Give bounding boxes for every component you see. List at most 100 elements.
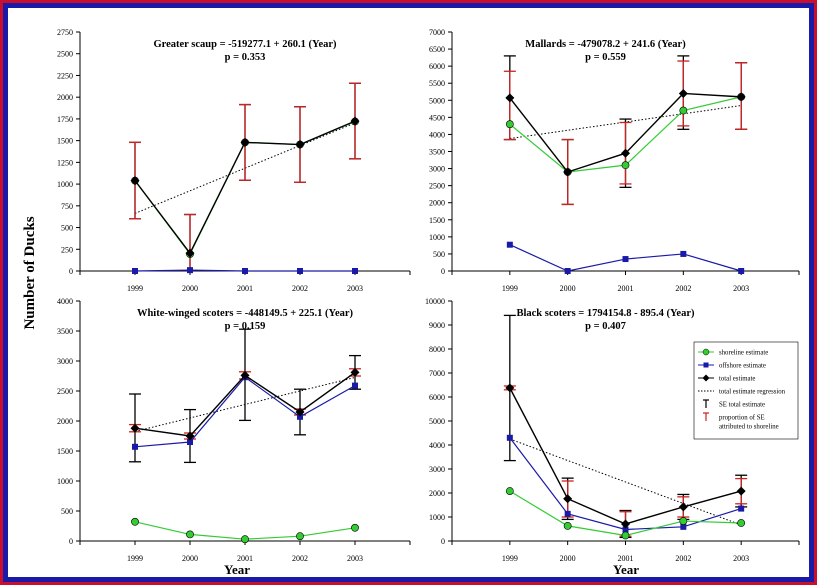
x-tick-label: 2000 bbox=[182, 554, 198, 563]
y-tick-label: 750 bbox=[61, 202, 73, 211]
shoreline-point bbox=[621, 161, 630, 170]
chart-2: 0 500 1000 1500 2000 2500 3000 3500 4000 4500 5000… bbox=[429, 28, 800, 293]
y-tick-label: 4000 bbox=[429, 441, 445, 450]
total-point bbox=[240, 370, 250, 380]
legend-item: SE total estimate bbox=[703, 399, 765, 409]
x-tick-label: 1999 bbox=[127, 284, 143, 293]
legend-item: total estimate bbox=[698, 374, 755, 383]
y-tick-label: 5500 bbox=[429, 79, 445, 88]
figure-panel: 0 250 500 750 1000 1250 1500 1750 2000 2250 2500 27… bbox=[8, 8, 809, 577]
legend-label: proportion of SE bbox=[719, 415, 765, 422]
x-tick-label: 2003 bbox=[733, 554, 749, 563]
offshore-point bbox=[132, 268, 138, 274]
y-tick-label: 10000 bbox=[425, 297, 445, 306]
shoreline-point bbox=[351, 523, 359, 532]
shoreline-point bbox=[563, 521, 572, 530]
total-point bbox=[295, 407, 305, 417]
total-point bbox=[736, 486, 746, 496]
x-tick-label: 2000 bbox=[560, 284, 576, 293]
offshore-point bbox=[564, 268, 571, 274]
offshore-point bbox=[242, 268, 248, 274]
y-tick-label: 1000 bbox=[429, 513, 445, 522]
x-tick-label: 2003 bbox=[347, 554, 363, 563]
y-tick-label: 8000 bbox=[429, 345, 445, 354]
legend-item: proportion of SE attributed to shoreline bbox=[703, 412, 779, 431]
offshore-point bbox=[352, 382, 358, 389]
total-point bbox=[240, 137, 250, 147]
y-tick-label: 2500 bbox=[57, 50, 73, 59]
duck-count-figure: 0 250 500 750 1000 1250 1500 1750 2000 2250 2500 27… bbox=[22, 28, 800, 577]
offshore-point bbox=[680, 250, 687, 257]
x-tick-label: 2001 bbox=[618, 284, 634, 293]
y-tick-label: 0 bbox=[69, 267, 73, 276]
offshore-point bbox=[297, 268, 303, 274]
total-point bbox=[130, 423, 140, 433]
total-point bbox=[350, 367, 360, 377]
y-tick-label: 500 bbox=[61, 507, 73, 516]
total-point bbox=[350, 116, 360, 126]
shoreline-point bbox=[737, 519, 746, 527]
x-tick-label: 2000 bbox=[560, 554, 576, 563]
x-tick-label: 1999 bbox=[502, 554, 518, 563]
y-tick-label: 6000 bbox=[429, 393, 445, 402]
chart-subtitle: p = 0.159 bbox=[225, 321, 266, 332]
x-tick-label: 2001 bbox=[237, 284, 253, 293]
y-tick-label: 500 bbox=[61, 224, 73, 233]
y-tick-label: 3000 bbox=[429, 465, 445, 474]
x-tick-label: 2001 bbox=[618, 554, 634, 563]
offshore-point bbox=[132, 443, 138, 450]
offshore-point bbox=[738, 268, 745, 274]
legend-label-line2: attributed to shoreline bbox=[719, 424, 779, 431]
y-tick-label: 7000 bbox=[429, 369, 445, 378]
x-tick-label: 2003 bbox=[733, 284, 749, 293]
chart-title: Mallards = -479078.2 + 241.6 (Year) bbox=[525, 39, 686, 50]
y-tick-label: 6000 bbox=[429, 62, 445, 71]
y-axis-label: Number of Ducks bbox=[22, 216, 38, 329]
y-tick-label: 3500 bbox=[429, 148, 445, 157]
shoreline-point bbox=[621, 531, 630, 540]
total-point bbox=[678, 88, 688, 98]
y-tick-label: 1500 bbox=[57, 447, 73, 456]
y-tick-label: 250 bbox=[61, 245, 73, 254]
regression-line bbox=[134, 122, 356, 214]
offshore-point bbox=[564, 510, 571, 517]
y-tick-label: 3000 bbox=[429, 165, 445, 174]
y-tick-label: 1000 bbox=[57, 477, 73, 486]
y-tick-label: 2000 bbox=[57, 417, 73, 426]
shoreline-point bbox=[296, 532, 304, 541]
chart-title: White-winged scoters = -448149.5 + 225.1… bbox=[137, 308, 354, 319]
total-point bbox=[185, 248, 195, 258]
y-tick-label: 3500 bbox=[57, 327, 73, 336]
y-tick-label: 6500 bbox=[429, 45, 445, 54]
se-shoreline-bar bbox=[503, 70, 516, 141]
chart-4: 0 1000 2000 3000 4000 5000 6000 7000 8000 9000 100… bbox=[425, 297, 800, 563]
legend-item: offshore estimate bbox=[698, 362, 766, 370]
shoreline-point bbox=[505, 120, 514, 129]
chart-subtitle: p = 0.559 bbox=[585, 52, 626, 63]
y-tick-label: 1000 bbox=[429, 233, 445, 242]
y-tick-label: 0 bbox=[441, 537, 445, 546]
shoreline-point bbox=[679, 106, 688, 115]
offshore-point bbox=[622, 526, 629, 533]
x-tick-label: 2000 bbox=[182, 284, 198, 293]
legend-label: total estimate regression bbox=[719, 389, 786, 396]
x-tick-label: 2002 bbox=[675, 284, 691, 293]
offshore-point bbox=[622, 256, 629, 263]
y-tick-label: 5000 bbox=[429, 417, 445, 426]
x-tick-label: 2001 bbox=[237, 554, 253, 563]
y-tick-label: 4500 bbox=[429, 113, 445, 122]
legend-item: total estimate regression bbox=[698, 389, 786, 396]
total-point bbox=[505, 93, 515, 103]
chart-title: Greater scaup = -519277.1 + 260.1 (Year) bbox=[153, 39, 337, 50]
total-point bbox=[563, 167, 573, 177]
y-tick-label: 0 bbox=[69, 537, 73, 546]
total-point bbox=[678, 502, 688, 512]
shoreline-point bbox=[505, 487, 514, 495]
x-tick-label: 2003 bbox=[347, 284, 363, 293]
offshore-point bbox=[297, 413, 303, 420]
x-axis-label-left: Year bbox=[224, 562, 250, 577]
legend-label: total estimate bbox=[719, 376, 755, 383]
total-point bbox=[295, 140, 305, 150]
y-tick-label: 3000 bbox=[57, 357, 73, 366]
chart-subtitle: p = 0.407 bbox=[585, 321, 626, 332]
